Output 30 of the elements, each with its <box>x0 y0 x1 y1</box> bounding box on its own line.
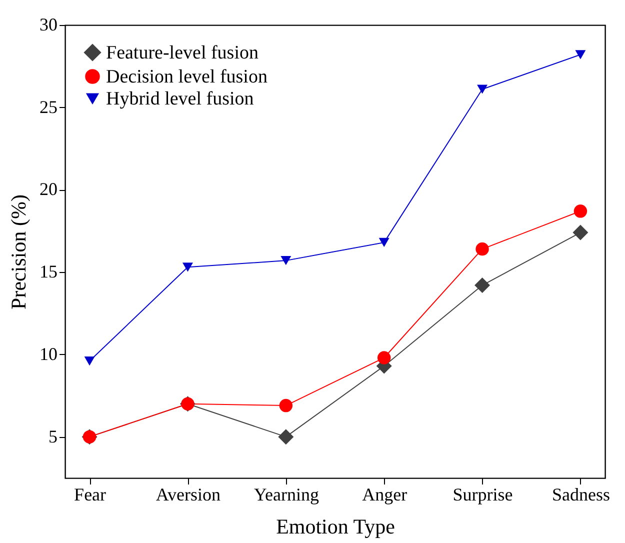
point <box>182 262 193 272</box>
point <box>476 242 489 256</box>
x-axis-title: Emotion Type <box>276 514 395 538</box>
x-tick-label: Anger <box>362 484 408 504</box>
point <box>572 224 588 240</box>
point <box>574 204 588 218</box>
point <box>377 351 391 364</box>
point <box>477 84 488 94</box>
point <box>474 278 490 294</box>
point <box>378 238 390 247</box>
x-tick-label: Sadness <box>552 484 610 504</box>
point <box>278 429 294 445</box>
y-tick-label: 15 <box>40 262 58 282</box>
point <box>279 398 293 412</box>
legend-label: Hybrid level fusion <box>106 88 254 110</box>
x-tick-label: Fear <box>74 484 106 504</box>
x-tick-label: Surprise <box>452 484 513 504</box>
y-tick-label: 25 <box>40 96 58 117</box>
y-tick-label: 20 <box>40 179 58 200</box>
x-tick-label: Yearning <box>254 484 319 504</box>
x-tick-label: Aversion <box>156 484 221 504</box>
y-tick-label: 30 <box>40 14 58 34</box>
y-tick-label: 10 <box>40 344 58 364</box>
y-axis-title: Precision (%) <box>6 194 30 310</box>
legend-label: Feature-level fusion <box>106 42 259 64</box>
legend-label: Decision level fusion <box>106 66 268 88</box>
point <box>84 356 95 366</box>
point <box>575 50 586 60</box>
y-tick-label: 5 <box>48 426 58 446</box>
point <box>280 256 292 266</box>
